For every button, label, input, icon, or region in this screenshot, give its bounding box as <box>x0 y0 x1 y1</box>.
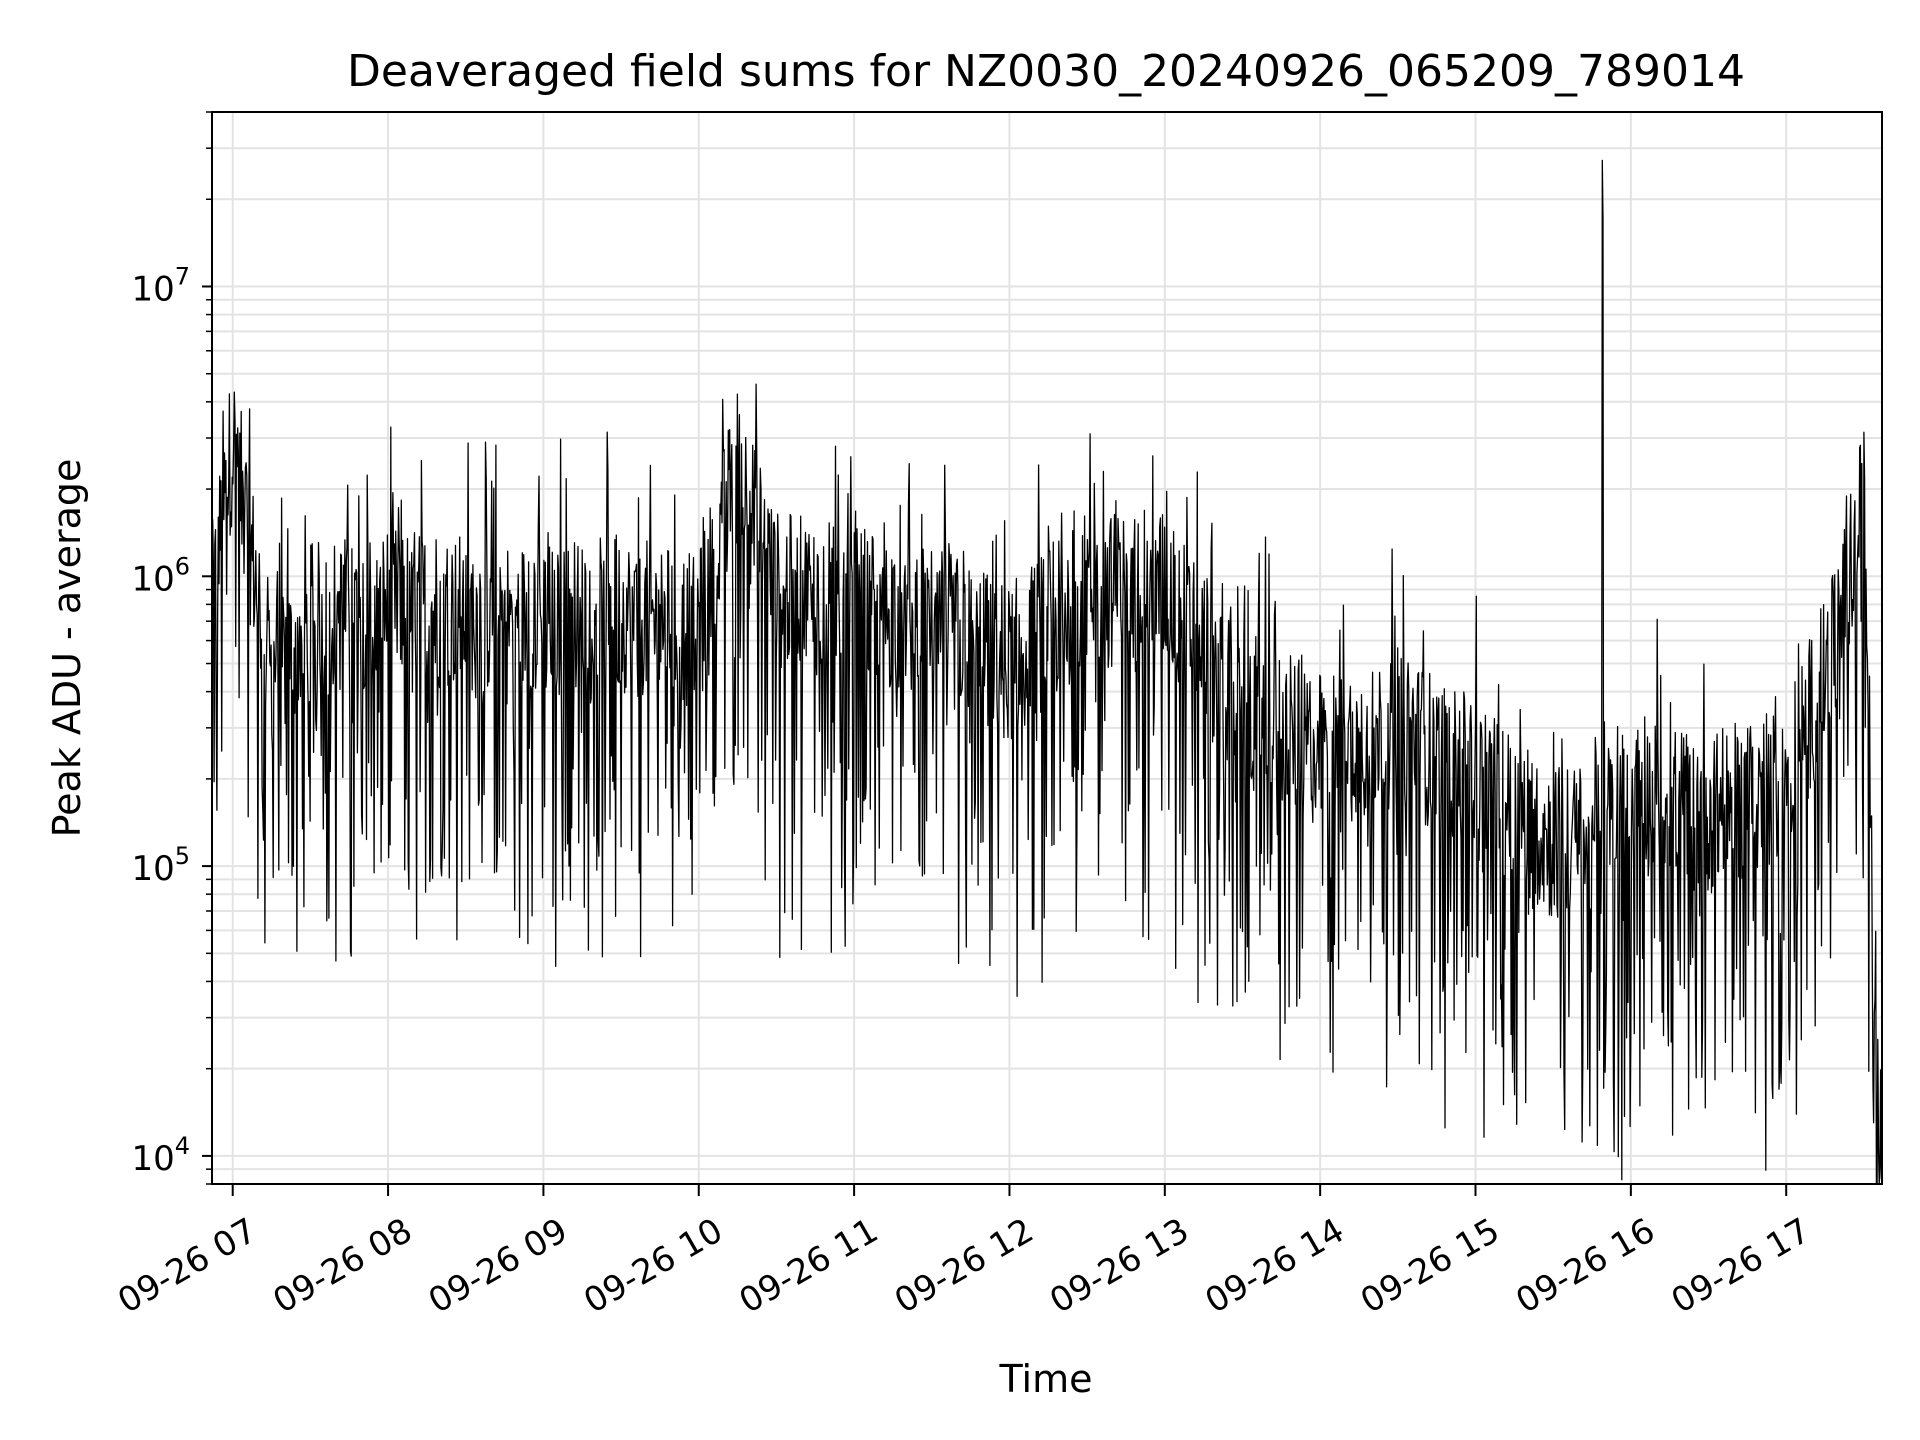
x-tick-label: 09-26 08 <box>267 1211 419 1322</box>
y-tick-label: 107 <box>131 262 190 309</box>
y-axis-ticks: 104 105 106 107 <box>131 111 212 1185</box>
x-tick-label: 09-26 11 <box>733 1211 885 1322</box>
x-tick-label: 09-26 16 <box>1509 1211 1661 1322</box>
plot-frame <box>211 111 1883 1185</box>
y-tick-label: 105 <box>131 842 190 889</box>
x-tick-label: 09-26 15 <box>1354 1211 1506 1322</box>
x-tick-label: 09-26 10 <box>577 1211 729 1322</box>
axes <box>211 111 1883 1185</box>
x-tick-label: 09-26 07 <box>111 1211 263 1322</box>
y-tick-label: 104 <box>131 1132 190 1179</box>
x-axis-label: Time <box>999 1357 1093 1401</box>
series-layer <box>211 159 1883 1185</box>
y-axis-label: Peak ADU - average <box>45 459 89 838</box>
x-tick-label: 09-26 09 <box>422 1211 574 1322</box>
x-axis-ticks: 09-26 07 09-26 08 09-26 09 09-26 10 09-26 11… <box>111 1184 1817 1322</box>
x-tick-label: 09-26 13 <box>1043 1211 1195 1322</box>
x-tick-label: 09-26 12 <box>888 1211 1040 1322</box>
series-line <box>211 159 1883 1185</box>
y-tick-label: 106 <box>131 552 190 599</box>
x-tick-label: 09-26 17 <box>1665 1211 1817 1322</box>
x-tick-label: 09-26 14 <box>1199 1211 1351 1322</box>
chart-title: Deaveraged field sums for NZ0030_2024092… <box>347 46 1745 97</box>
